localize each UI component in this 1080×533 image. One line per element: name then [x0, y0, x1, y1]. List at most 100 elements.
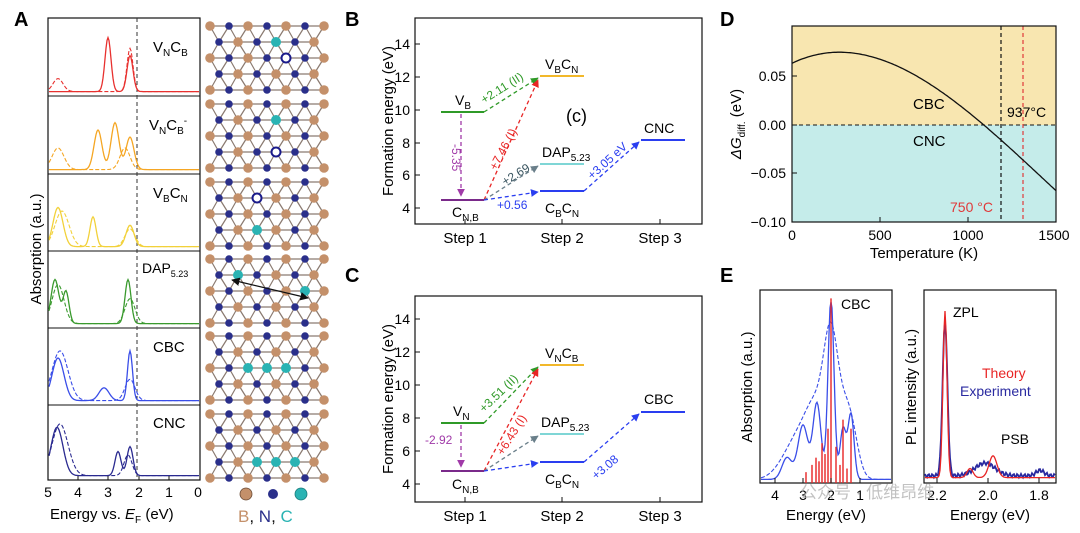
panel-e-left-spectra — [760, 298, 891, 483]
panel-c-letter: C — [345, 265, 359, 287]
nitrogen-atom — [263, 22, 271, 30]
boron-atom — [281, 241, 291, 251]
nitrogen-atom — [215, 70, 223, 78]
nitrogen-atom — [291, 348, 299, 356]
tick-label: 1 — [165, 484, 173, 500]
boron-atom — [281, 85, 291, 95]
tick-label: Step 2 — [540, 230, 583, 247]
nitrogen-atom — [301, 255, 309, 263]
boron-atom — [309, 347, 319, 357]
annotation-c: (c) — [566, 106, 587, 126]
boron-atom — [271, 225, 281, 235]
tick-label: 14 — [394, 311, 410, 327]
carbon-atom — [271, 37, 281, 47]
tick-label: 1500 — [1038, 227, 1069, 243]
panel-d-xaxis: 0 500 1000 1500 — [788, 217, 1070, 243]
nitrogen-atom — [215, 38, 223, 46]
boron-atom — [309, 457, 319, 467]
nitrogen-atom — [215, 116, 223, 124]
nitrogen-atom — [253, 116, 261, 124]
watermark: 公众号 · 低维昂维 — [800, 483, 934, 502]
spectrum-dashed — [48, 210, 199, 248]
spectrum-solid — [48, 348, 199, 402]
panel-b-xaxis: Step 1 Step 2 Step 3 — [443, 219, 682, 247]
boron-atom — [281, 131, 291, 141]
nitrogen-atom — [291, 226, 299, 234]
nitrogen-atom — [291, 70, 299, 78]
label-cbcn: CBCN — [545, 200, 579, 220]
arrow-label: -5.35 — [449, 144, 463, 172]
panel-b-ylabel: Formation energy (eV) — [380, 46, 397, 196]
arrow-cbcn-to-cbc — [583, 413, 640, 463]
panel-e-right-xlabel: Energy (eV) — [950, 507, 1030, 524]
boron-atom — [205, 177, 215, 187]
boron-atom — [205, 53, 215, 63]
boron-atom — [309, 147, 319, 157]
boron-atom — [319, 131, 329, 141]
nitrogen-atom — [225, 442, 233, 450]
arrow-label: +0.56 — [497, 198, 528, 212]
boron-atom — [319, 318, 329, 328]
panel-a-letter: A — [14, 9, 28, 31]
panel-c-yaxis: 4 6 8 10 12 14 — [394, 311, 420, 492]
spectrum-dashed — [48, 423, 199, 477]
boron-atom — [205, 363, 215, 373]
boron-atom — [281, 331, 291, 341]
gibbs-curve — [791, 51, 1057, 192]
panel-c-frame — [414, 295, 703, 503]
boron-atom — [319, 254, 329, 264]
arrow-vb-to-vbcn — [483, 77, 539, 113]
boron-atom — [281, 209, 291, 219]
legend-theory: Theory — [982, 365, 1026, 381]
tick-label: 1 — [856, 487, 864, 503]
nitrogen-atom — [215, 380, 223, 388]
nitrogen-atom-icon — [268, 489, 278, 499]
boron-atom — [319, 331, 329, 341]
boron-atom — [319, 241, 329, 251]
label-vn: VN — [453, 403, 470, 423]
nitrogen-atom — [225, 100, 233, 108]
absorption-solid — [761, 301, 891, 481]
arrow-cnb-to-cbcn — [483, 189, 539, 201]
carbon-atom — [290, 457, 300, 467]
boron-atom — [233, 302, 243, 312]
vacancy-icon — [270, 146, 282, 158]
nitrogen-atom — [225, 364, 233, 372]
tick-label: 0.05 — [759, 68, 786, 84]
arrow-cnb-to-cbcn — [483, 460, 539, 472]
boron-atom — [243, 473, 253, 483]
arrow-label: -2.92 — [425, 433, 453, 447]
tick-label: 10 — [394, 102, 410, 118]
boron-atom — [319, 363, 329, 373]
atomic-structures — [205, 20, 333, 483]
nitrogen-atom — [263, 255, 271, 263]
arrow-label: +7.46 (I) — [486, 126, 520, 172]
nitrogen-atom — [301, 164, 309, 172]
tick-label: 8 — [402, 135, 410, 151]
panel-a-ylabel: Absorption (a.u.) — [28, 194, 45, 305]
nitrogen-atom — [291, 194, 299, 202]
boron-atom — [205, 163, 215, 173]
arrow-cbcn-to-cnc — [583, 141, 640, 192]
boron-atom — [233, 69, 243, 79]
panel-e-right-spectra — [924, 310, 1056, 480]
tick-label: 3 — [799, 487, 807, 503]
panel-d-ylabel: ΔGdiff. (eV) — [728, 89, 748, 160]
label-dap: DAP5.23 — [541, 414, 590, 434]
carbon-atom — [243, 363, 253, 373]
lattice-4 — [205, 330, 333, 405]
nitrogen-atom — [253, 380, 261, 388]
panel-b-frame — [414, 17, 703, 225]
boron-atom — [281, 177, 291, 187]
boron-atom — [243, 209, 253, 219]
boron-atom — [271, 425, 281, 435]
tick-label: 14 — [394, 36, 410, 52]
panel-d-xlabel: Temperature (K) — [870, 245, 978, 262]
panel-b-letter: B — [345, 9, 359, 31]
nitrogen-atom — [253, 348, 261, 356]
nitrogen-atom — [301, 22, 309, 30]
nitrogen-atom — [301, 132, 309, 140]
panel-e-right-frame — [923, 289, 1057, 484]
carbon-atom — [252, 457, 262, 467]
nitrogen-atom — [215, 271, 223, 279]
